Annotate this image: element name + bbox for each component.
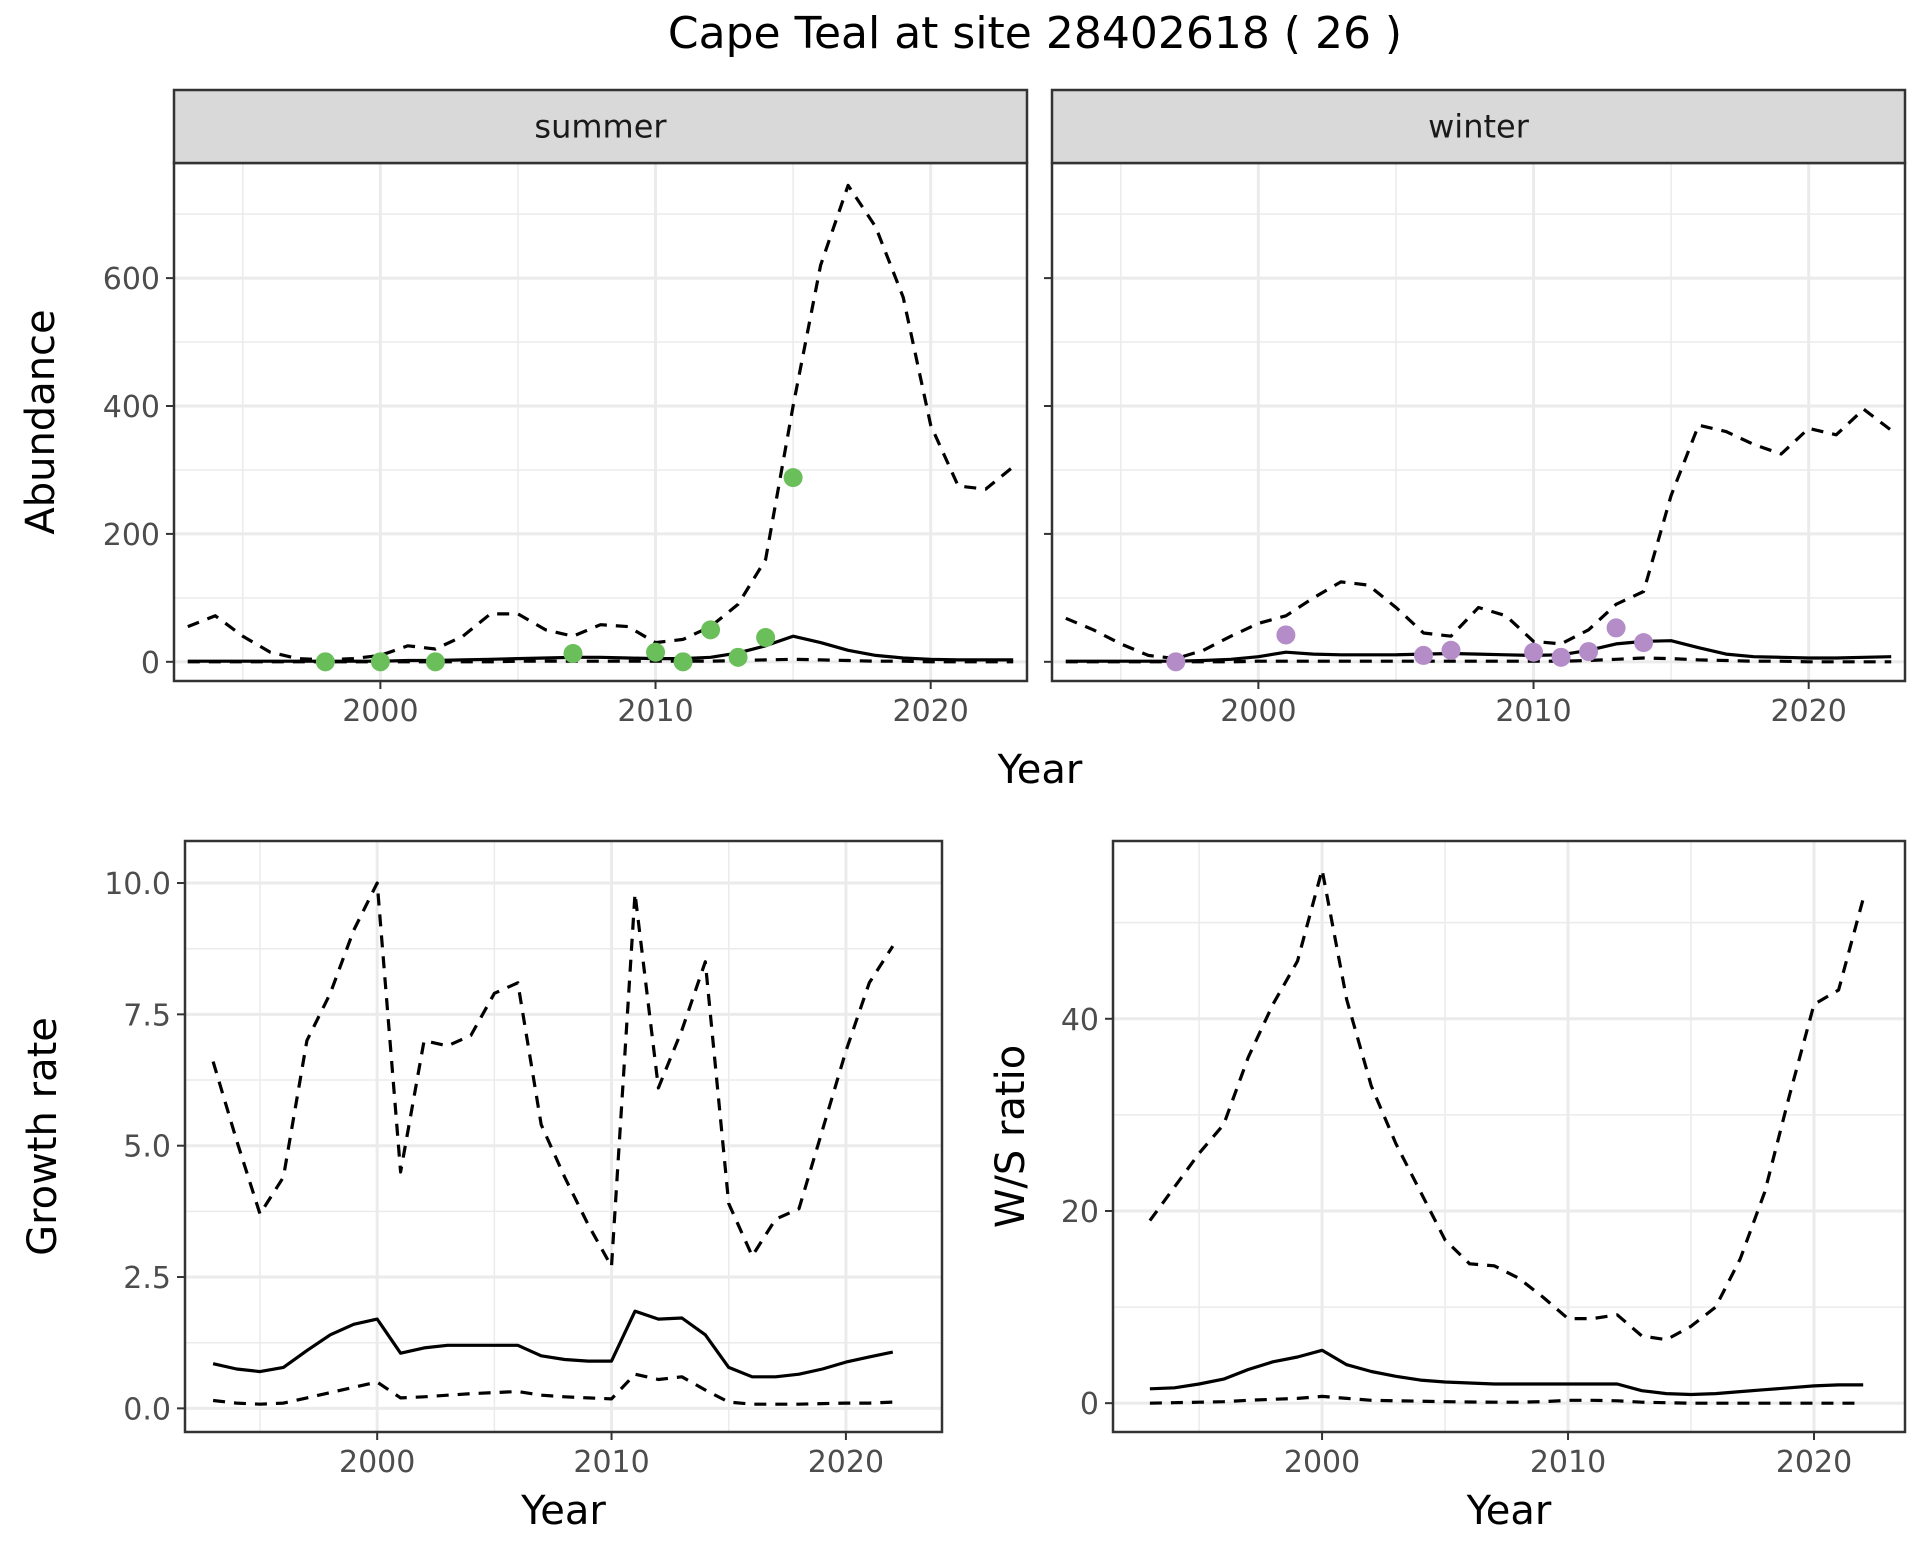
data-point	[673, 652, 693, 672]
y-tick-label: 400	[103, 390, 160, 425]
x-tick-label: 2000	[339, 1445, 415, 1480]
plot-background	[174, 163, 1027, 681]
x-tick-label: 2010	[1495, 694, 1571, 729]
y-axis-title: W/S ratio	[988, 1045, 1034, 1228]
panel-border	[183, 839, 944, 1434]
y-tick-label: 0	[1080, 1387, 1099, 1422]
lower-bound-line	[212, 1372, 893, 1406]
growth-rate-panel: 2000 2010 2020 0.0 2.5 5.0 7.5 10.0 Year Growth r…	[20, 839, 944, 1534]
top-y-axis-title: Abundance	[18, 309, 64, 534]
upper-bound-line	[1148, 868, 1865, 1342]
y-tick-label: 10.0	[104, 867, 171, 902]
lower-bound-line	[1065, 656, 1892, 664]
top-x-axis-title: Year	[997, 747, 1083, 793]
data-point	[370, 652, 390, 672]
data-point	[756, 628, 776, 648]
facet-strip	[172, 88, 1029, 165]
data-point	[783, 468, 803, 488]
data-point	[728, 647, 748, 667]
facet-strip-label: summer	[534, 108, 667, 146]
data-point	[1551, 647, 1571, 667]
figure-title: Cape Teal at site 28402618 ( 26 )	[668, 8, 1402, 59]
y-tick-label: 20	[1061, 1195, 1099, 1230]
data-point	[563, 644, 583, 664]
y-tick-label: 0	[141, 646, 160, 681]
y-axis-title: Growth rate	[20, 1017, 66, 1256]
data-point	[701, 620, 721, 640]
x-tick-label: 2020	[808, 1445, 884, 1480]
mean-line	[1149, 1348, 1864, 1397]
plot-background	[185, 841, 942, 1432]
x-tick-label: 2000	[342, 694, 418, 729]
panel-border	[1111, 839, 1907, 1434]
y-tick-label: 40	[1061, 1003, 1099, 1038]
upper-bound-line	[1065, 407, 1893, 661]
data-point	[1634, 633, 1654, 653]
data-point	[1413, 645, 1433, 665]
facet-strip	[1050, 88, 1907, 165]
y-tick-label: 7.5	[123, 998, 171, 1033]
data-point	[646, 642, 666, 662]
data-point	[425, 652, 445, 672]
plot-background	[1052, 163, 1905, 681]
x-tick-label: 2000	[1220, 694, 1296, 729]
x-tick-label: 2020	[1771, 694, 1847, 729]
data-point	[1606, 618, 1626, 638]
x-axis-title: Year	[1466, 1488, 1552, 1534]
y-tick-label: 2.5	[123, 1261, 171, 1296]
data-point	[1579, 642, 1599, 662]
data-point	[315, 652, 335, 672]
x-tick-label: 2010	[573, 1445, 649, 1480]
x-tick-label: 2000	[1284, 1445, 1360, 1480]
plot-background	[1113, 841, 1905, 1432]
summer-panel: 2000 2010 2020 0 200 400 600 summer	[103, 88, 1029, 729]
y-tick-label: 200	[103, 518, 160, 553]
y-tick-label: 0.0	[123, 1392, 171, 1427]
facet-strip-label: winter	[1428, 108, 1530, 146]
x-tick-label: 2020	[893, 694, 969, 729]
data-point	[1441, 640, 1461, 660]
y-tick-label: 5.0	[123, 1130, 171, 1165]
x-axis-title: Year	[520, 1488, 606, 1534]
x-tick-label: 2010	[617, 694, 693, 729]
data-point	[1276, 625, 1296, 645]
x-tick-label: 2010	[1530, 1445, 1606, 1480]
upper-bound-line	[211, 881, 895, 1269]
data-point	[1166, 652, 1186, 672]
y-tick-label: 600	[103, 262, 160, 297]
ws-ratio-panel: 2000 2010 2020 0 20 40 Year W/S ratio	[988, 839, 1907, 1534]
lower-bound-line	[1149, 1394, 1864, 1405]
winter-panel: 2000 2010 2020 winter	[1044, 88, 1907, 729]
data-point	[1524, 642, 1544, 662]
x-tick-label: 2020	[1776, 1445, 1852, 1480]
mean-line	[212, 1309, 894, 1379]
